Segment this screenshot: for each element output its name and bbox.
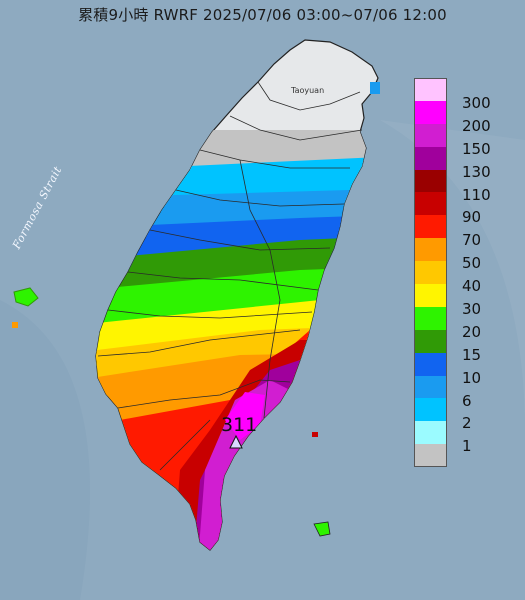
legend-row: 200 bbox=[412, 100, 518, 133]
legend-swatch bbox=[414, 192, 447, 216]
legend-label: 300 bbox=[462, 94, 491, 112]
legend-row: 90 bbox=[412, 192, 518, 225]
legend-label: 50 bbox=[462, 254, 482, 273]
legend-swatch bbox=[414, 261, 447, 285]
legend-swatch bbox=[414, 375, 447, 399]
legend-row: 150 bbox=[412, 123, 518, 156]
islet bbox=[12, 322, 18, 328]
legend-label: 200 bbox=[462, 116, 491, 135]
legend-swatch bbox=[414, 146, 447, 170]
place-label: Taoyuan bbox=[291, 86, 325, 95]
legend-swatch bbox=[414, 238, 447, 262]
legend-swatch bbox=[414, 215, 447, 239]
legend-row: 130 bbox=[412, 146, 518, 179]
legend-row: 50 bbox=[412, 238, 518, 271]
max-rainfall-marker bbox=[229, 434, 243, 449]
legend-swatch bbox=[414, 306, 447, 330]
legend-label: 6 bbox=[462, 391, 472, 410]
legend-row: 10 bbox=[412, 352, 518, 385]
legend-label: 130 bbox=[462, 162, 491, 181]
legend-label: 10 bbox=[462, 368, 482, 387]
legend-row: 15 bbox=[412, 329, 518, 362]
legend-row: 70 bbox=[412, 215, 518, 248]
legend-label: 110 bbox=[462, 185, 491, 204]
legend-row: 30 bbox=[412, 284, 518, 317]
legend-label: 1 bbox=[462, 437, 472, 456]
legend-swatch bbox=[414, 100, 447, 124]
legend-row: 1 bbox=[412, 421, 518, 454]
northeast-cape bbox=[370, 82, 380, 94]
legend-swatch bbox=[414, 169, 447, 193]
legend-swatch bbox=[414, 421, 447, 445]
map-title: 累積9小時 RWRF 2025/07/06 03:00~07/06 12:00 bbox=[78, 6, 447, 24]
legend-row: 110 bbox=[412, 169, 518, 202]
lanyu-island bbox=[313, 521, 331, 537]
legend-row: 40 bbox=[412, 261, 518, 294]
legend-label: 40 bbox=[462, 277, 482, 296]
legend-label: 90 bbox=[462, 208, 482, 227]
legend-label: 30 bbox=[462, 300, 482, 319]
green-island bbox=[312, 432, 318, 437]
legend-swatch bbox=[414, 444, 447, 468]
legend-row: 2 bbox=[412, 398, 518, 431]
county-boundaries bbox=[97, 81, 363, 471]
legend-label: 15 bbox=[462, 345, 482, 364]
legend-label: 2 bbox=[462, 414, 472, 433]
penghu-islands bbox=[13, 287, 39, 307]
legend-label: 150 bbox=[462, 139, 491, 158]
legend-swatch bbox=[414, 123, 447, 147]
legend-swatch bbox=[414, 329, 447, 353]
legend-swatch bbox=[414, 352, 447, 376]
legend-row: 300 bbox=[412, 78, 518, 111]
legend-swatch bbox=[414, 78, 447, 101]
legend-row: 6 bbox=[412, 375, 518, 408]
legend-swatch bbox=[414, 398, 447, 422]
rainfall-legend: 300 200 150 130 110 90 70 50 40 30 20 15… bbox=[412, 78, 518, 468]
legend-row: 20 bbox=[412, 306, 518, 339]
legend-label: 20 bbox=[462, 322, 482, 341]
legend-swatch bbox=[414, 284, 447, 307]
legend-row bbox=[412, 444, 518, 468]
max-rainfall-label: 311 bbox=[221, 414, 258, 436]
legend-label: 70 bbox=[462, 231, 482, 250]
